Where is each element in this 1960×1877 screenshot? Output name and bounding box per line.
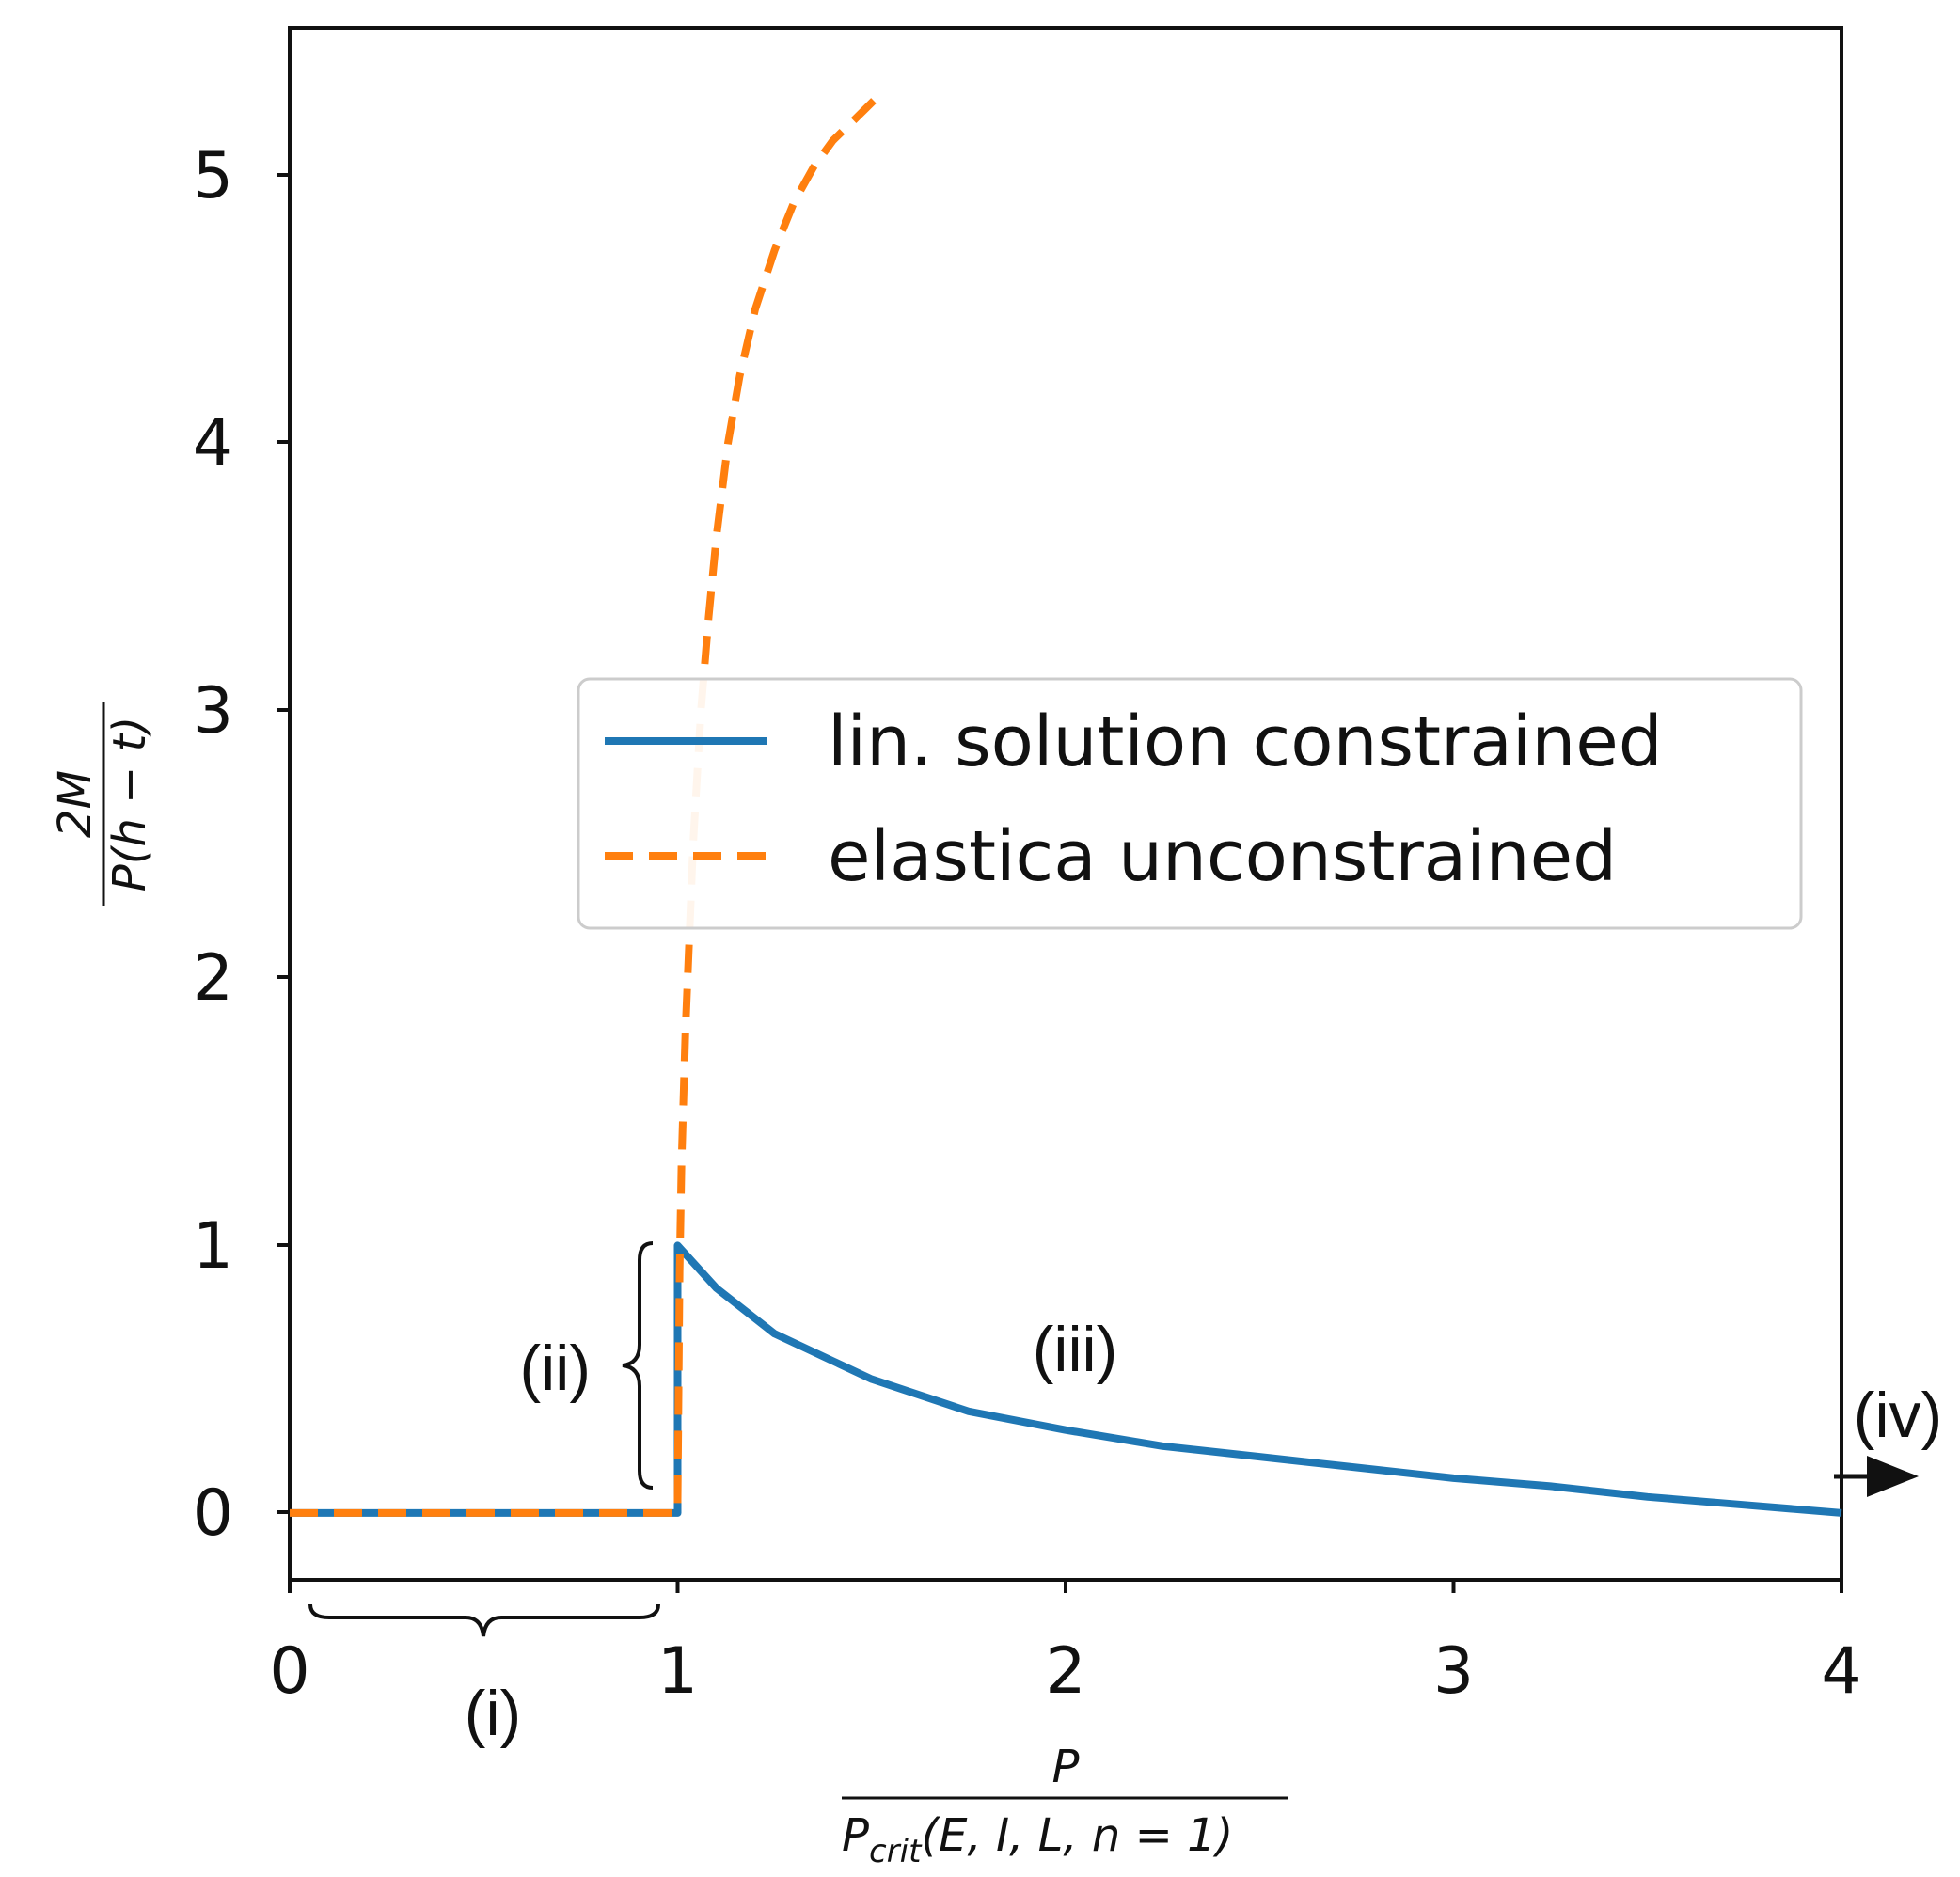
y-tick-label: 4 xyxy=(193,406,233,481)
legend-label-lin-solution-constrained: lin. solution constrained xyxy=(828,702,1663,782)
y-tick-label: 0 xyxy=(193,1476,233,1551)
y-tick-label: 1 xyxy=(193,1209,233,1284)
x-axis: 0 1 2 3 4 xyxy=(269,1580,1862,1709)
annotation-iv: (iv) xyxy=(1854,1380,1942,1451)
x-tick-label: 4 xyxy=(1821,1634,1861,1709)
x-label-denominator: Pcrit(E, I, L, n = 1) xyxy=(842,1809,1233,1870)
x-label-denominator-main: P xyxy=(842,1809,869,1862)
legend-label-elastica-unconstrained: elastica unconstrained xyxy=(828,816,1617,897)
series-line-lin-solution-constrained xyxy=(290,1241,1842,1517)
y-axis: 0 1 2 3 4 5 xyxy=(193,139,290,1551)
annotation-i: (i) xyxy=(465,1678,521,1749)
brace-i xyxy=(308,1603,660,1637)
y-label-denominator: P(h − t) xyxy=(103,717,156,891)
y-axis-label: 2M P(h − t) xyxy=(49,702,156,906)
x-tick-label: 1 xyxy=(657,1634,698,1709)
x-axis-label: P Pcrit(E, I, L, n = 1) xyxy=(842,1741,1288,1870)
x-tick-label: 0 xyxy=(269,1634,309,1709)
series-line-elastica-unconstrained xyxy=(290,92,882,1517)
y-tick-label: 5 xyxy=(193,139,233,213)
x-tick-label: 3 xyxy=(1433,1634,1474,1709)
x-label-denominator-sub: crit xyxy=(869,1833,923,1870)
legend-box xyxy=(577,677,1803,930)
x-label-denominator-args: (E, I, L, n = 1) xyxy=(921,1809,1233,1862)
y-tick-label: 2 xyxy=(193,941,233,1016)
series-layer xyxy=(290,92,1842,1517)
x-label-numerator: P xyxy=(1052,1741,1080,1793)
y-tick-label: 3 xyxy=(193,674,233,749)
arrow-iv-head xyxy=(1867,1456,1919,1497)
annotation-ii: (ii) xyxy=(519,1333,591,1404)
legend: lin. solution constrained elastica uncon… xyxy=(577,677,1803,930)
brace-ii xyxy=(622,1241,654,1490)
annotations: (i) (ii) (iii) (iv) xyxy=(308,1241,1942,1749)
x-tick-label: 2 xyxy=(1045,1634,1085,1709)
annotation-iii: (iii) xyxy=(1033,1314,1118,1385)
y-label-numerator: 2M xyxy=(49,770,102,838)
